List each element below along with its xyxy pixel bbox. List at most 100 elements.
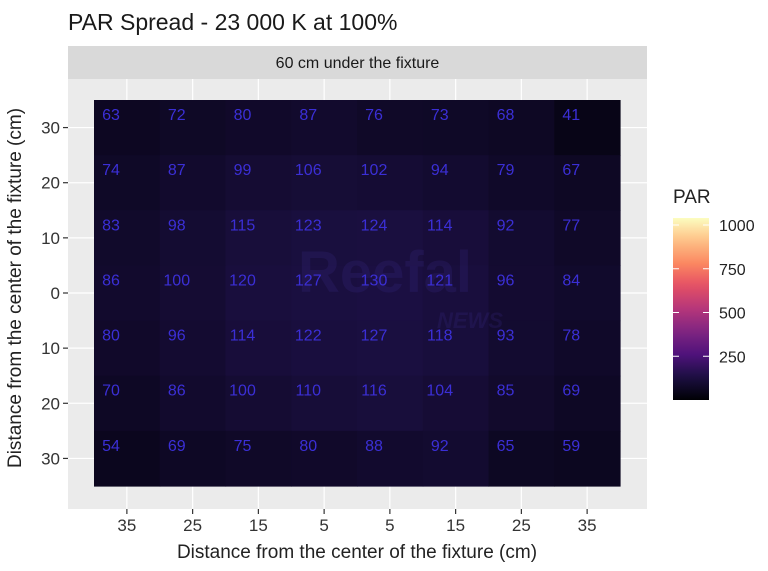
legend-break-label: 500 bbox=[719, 306, 746, 323]
heatmap-cell bbox=[159, 100, 227, 156]
heatmap-cell bbox=[291, 320, 358, 377]
heatmap-cells bbox=[94, 100, 621, 487]
heatmap-cell bbox=[422, 155, 490, 211]
cell-value-label: 54 bbox=[102, 438, 120, 455]
cell-value-label: 99 bbox=[234, 162, 252, 179]
heatmap-cell bbox=[422, 320, 490, 377]
heatmap-cell bbox=[488, 320, 555, 377]
heatmap-cell bbox=[159, 210, 227, 267]
legend: PAR 250 500 750 1000 bbox=[673, 187, 755, 400]
x-axis-title: Distance from the center of the fixture … bbox=[177, 542, 537, 563]
facet-strip-label: 60 cm under the fixture bbox=[276, 55, 440, 72]
x-tick-label: 15 bbox=[249, 516, 268, 535]
cell-value-label: 121 bbox=[426, 272, 453, 289]
cell-value-label: 68 bbox=[497, 107, 515, 124]
cell-value-label: 114 bbox=[230, 328, 256, 345]
cell-value-label: 78 bbox=[562, 328, 580, 345]
y-tick-label: 20 bbox=[41, 394, 60, 413]
heatmap-cell bbox=[94, 375, 161, 432]
cell-value-label: 96 bbox=[497, 272, 515, 289]
heatmap-cell bbox=[159, 155, 227, 211]
heatmap-cell bbox=[291, 100, 358, 156]
cell-value-label: 100 bbox=[163, 272, 190, 289]
heatmap-cell bbox=[357, 100, 424, 156]
cell-value-label: 127 bbox=[295, 272, 322, 289]
cell-value-label: 102 bbox=[361, 162, 388, 179]
cell-value-label: 88 bbox=[365, 438, 383, 455]
chart-title: PAR Spread - 23 000 K at 100% bbox=[68, 9, 397, 35]
heatmap-cell bbox=[291, 155, 358, 211]
cell-value-label: 70 bbox=[102, 383, 120, 400]
heatmap-cell bbox=[422, 265, 490, 322]
cell-value-label: 84 bbox=[562, 272, 580, 289]
cell-value-label: 80 bbox=[102, 328, 120, 345]
x-tick-label: 25 bbox=[512, 516, 531, 535]
cell-value-label: 100 bbox=[229, 383, 256, 400]
watermark-text: Reefal bbox=[298, 240, 472, 305]
y-tick-label: 10 bbox=[41, 339, 60, 358]
heatmap-cell bbox=[291, 210, 358, 267]
y-axis-title: Distance from the center of the fixture … bbox=[5, 108, 26, 468]
heatmap-cell bbox=[94, 320, 161, 377]
cell-value-labels: 63 72 80 87 76 73 68 41 74 87 99 106 102 94 79 67 83 98 11… bbox=[102, 107, 580, 455]
cell-value-label: 87 bbox=[168, 162, 186, 179]
cell-value-label: 63 bbox=[102, 107, 120, 124]
heatmap-cell bbox=[488, 265, 555, 322]
heatmap-cell bbox=[357, 320, 424, 377]
cell-value-label: 93 bbox=[497, 328, 515, 345]
heatmap-cell bbox=[291, 375, 358, 432]
y-tick-label: 20 bbox=[41, 174, 60, 193]
y-tick-label: 30 bbox=[41, 119, 60, 138]
heatmap-cell bbox=[422, 430, 490, 487]
cell-value-label: 65 bbox=[497, 438, 515, 455]
heatmap-cell bbox=[357, 430, 424, 487]
heatmap-cell bbox=[488, 100, 555, 156]
heatmap-cell bbox=[554, 265, 621, 322]
cell-value-label: 124 bbox=[361, 217, 388, 234]
y-tick-label: 0 bbox=[51, 284, 60, 303]
cell-value-label: 85 bbox=[497, 383, 515, 400]
heatmap-cell bbox=[94, 100, 161, 156]
x-tick-label: 25 bbox=[183, 516, 202, 535]
facet-strip bbox=[68, 46, 647, 79]
cell-value-label: 86 bbox=[168, 383, 186, 400]
cell-value-label: 122 bbox=[295, 328, 322, 345]
heatmap-cell bbox=[291, 430, 358, 487]
legend-break-label: 250 bbox=[719, 349, 746, 366]
watermark-subtext: NEWS bbox=[437, 308, 503, 333]
cell-value-label: 116 bbox=[361, 383, 387, 400]
heatmap-cell bbox=[554, 210, 621, 267]
heatmap-cell bbox=[554, 155, 621, 211]
heatmap-cell bbox=[554, 430, 621, 487]
cell-value-label: 73 bbox=[431, 107, 449, 124]
heatmap-cell bbox=[422, 375, 490, 432]
cell-value-label: 74 bbox=[102, 162, 120, 179]
cell-value-label: 106 bbox=[295, 162, 322, 179]
heatmap-cell bbox=[225, 375, 292, 432]
cell-value-label: 83 bbox=[102, 217, 120, 234]
cell-value-label: 86 bbox=[102, 272, 120, 289]
heatmap-cell bbox=[159, 375, 227, 432]
cell-value-label: 98 bbox=[168, 217, 186, 234]
heatmap-cell bbox=[225, 155, 292, 211]
cell-value-label: 92 bbox=[431, 438, 449, 455]
cell-value-label: 69 bbox=[168, 438, 186, 455]
heatmap-cell bbox=[422, 100, 490, 156]
heatmap-cell bbox=[488, 210, 555, 267]
cell-value-label: 76 bbox=[365, 107, 383, 124]
cell-value-label: 120 bbox=[229, 272, 256, 289]
cell-value-label: 110 bbox=[295, 383, 321, 400]
heatmap-cell bbox=[488, 430, 555, 487]
cell-value-label: 123 bbox=[295, 217, 322, 234]
cell-value-label: 80 bbox=[234, 107, 252, 124]
heatmap-cell bbox=[554, 320, 621, 377]
legend-break-label: 1000 bbox=[719, 218, 755, 235]
heatmap-cell bbox=[357, 265, 424, 322]
heatmap-cell bbox=[554, 375, 621, 432]
heatmap-cell bbox=[291, 265, 358, 322]
legend-title: PAR bbox=[673, 187, 711, 208]
cell-value-label: 79 bbox=[497, 162, 515, 179]
heatmap-cell bbox=[357, 155, 424, 211]
heatmap-cell bbox=[488, 375, 555, 432]
